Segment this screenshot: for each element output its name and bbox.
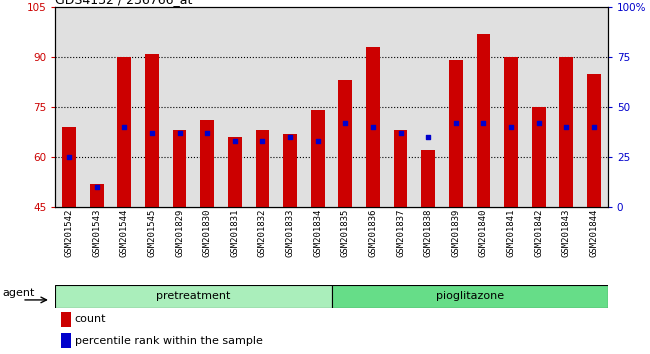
Text: GSM201838: GSM201838 — [424, 209, 433, 257]
Text: GSM201829: GSM201829 — [175, 209, 184, 257]
Text: GSM201844: GSM201844 — [590, 209, 599, 257]
Text: GSM201843: GSM201843 — [562, 209, 571, 257]
Point — [147, 130, 157, 136]
Text: GSM201841: GSM201841 — [506, 209, 515, 257]
Text: GSM201831: GSM201831 — [230, 209, 239, 257]
Bar — [228, 137, 242, 207]
Point — [174, 130, 185, 136]
Point — [368, 124, 378, 130]
Bar — [476, 34, 490, 207]
Bar — [173, 130, 187, 207]
Bar — [311, 110, 324, 207]
Point — [285, 134, 295, 140]
Text: pretreatment: pretreatment — [156, 291, 231, 302]
Point — [64, 154, 74, 160]
Bar — [145, 54, 159, 207]
Text: GSM201832: GSM201832 — [258, 209, 267, 257]
Bar — [90, 184, 103, 207]
Bar — [61, 312, 71, 327]
Bar — [283, 134, 297, 207]
Text: GSM201545: GSM201545 — [148, 209, 157, 257]
Bar — [394, 130, 408, 207]
Text: count: count — [75, 314, 106, 325]
Text: GSM201839: GSM201839 — [451, 209, 460, 257]
Point — [229, 138, 240, 144]
Point — [506, 124, 516, 130]
Text: GSM201840: GSM201840 — [479, 209, 488, 257]
Text: GDS4132 / 236766_at: GDS4132 / 236766_at — [55, 0, 192, 6]
Bar — [118, 57, 131, 207]
Text: GSM201837: GSM201837 — [396, 209, 405, 257]
Text: GSM201542: GSM201542 — [64, 209, 73, 257]
Point — [478, 120, 489, 126]
Bar — [62, 127, 76, 207]
Bar — [55, 285, 332, 308]
Bar — [421, 150, 435, 207]
Bar — [200, 120, 214, 207]
Bar — [532, 107, 545, 207]
Text: GSM201834: GSM201834 — [313, 209, 322, 257]
Text: GSM201833: GSM201833 — [285, 209, 294, 257]
Point — [92, 184, 102, 190]
Point — [589, 124, 599, 130]
Bar — [587, 74, 601, 207]
Text: GSM201544: GSM201544 — [120, 209, 129, 257]
Point — [202, 130, 213, 136]
Point — [395, 130, 406, 136]
Point — [313, 138, 323, 144]
Point — [561, 124, 571, 130]
Point — [450, 120, 461, 126]
Text: agent: agent — [3, 288, 35, 298]
Text: GSM201543: GSM201543 — [92, 209, 101, 257]
Text: GSM201830: GSM201830 — [203, 209, 212, 257]
Point — [534, 120, 544, 126]
Bar — [61, 333, 71, 348]
Bar — [332, 285, 608, 308]
Point — [423, 134, 434, 140]
Point — [119, 124, 129, 130]
Bar — [366, 47, 380, 207]
Text: GSM201836: GSM201836 — [369, 209, 378, 257]
Bar — [449, 61, 463, 207]
Text: GSM201842: GSM201842 — [534, 209, 543, 257]
Point — [257, 138, 268, 144]
Bar — [560, 57, 573, 207]
Point — [340, 120, 350, 126]
Bar — [339, 80, 352, 207]
Text: GSM201835: GSM201835 — [341, 209, 350, 257]
Text: percentile rank within the sample: percentile rank within the sample — [75, 336, 263, 346]
Text: pioglitazone: pioglitazone — [436, 291, 504, 302]
Bar — [255, 130, 269, 207]
Bar — [504, 57, 518, 207]
